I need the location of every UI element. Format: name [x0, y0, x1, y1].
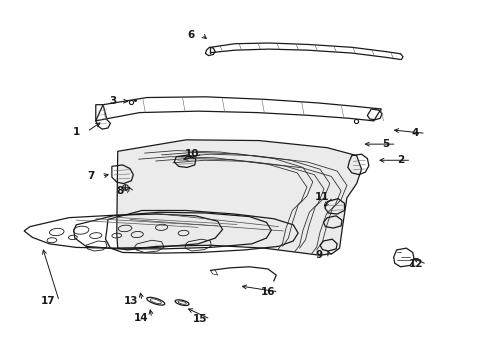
- Text: 12: 12: [408, 259, 423, 269]
- Text: 11: 11: [315, 192, 329, 202]
- Polygon shape: [117, 140, 361, 255]
- Text: 8: 8: [116, 186, 123, 197]
- Text: 2: 2: [396, 155, 404, 165]
- Text: 17: 17: [41, 296, 56, 306]
- Text: 5: 5: [382, 139, 389, 149]
- Text: 16: 16: [260, 287, 275, 297]
- Text: 9: 9: [314, 249, 322, 260]
- Text: 14: 14: [134, 313, 148, 323]
- Text: 13: 13: [124, 296, 138, 306]
- Text: 10: 10: [184, 149, 199, 159]
- Text: 15: 15: [192, 314, 206, 324]
- Text: 6: 6: [187, 30, 194, 40]
- Text: 3: 3: [109, 96, 116, 106]
- Text: 7: 7: [87, 171, 94, 181]
- Text: 4: 4: [410, 129, 418, 138]
- Text: 1: 1: [73, 127, 80, 136]
